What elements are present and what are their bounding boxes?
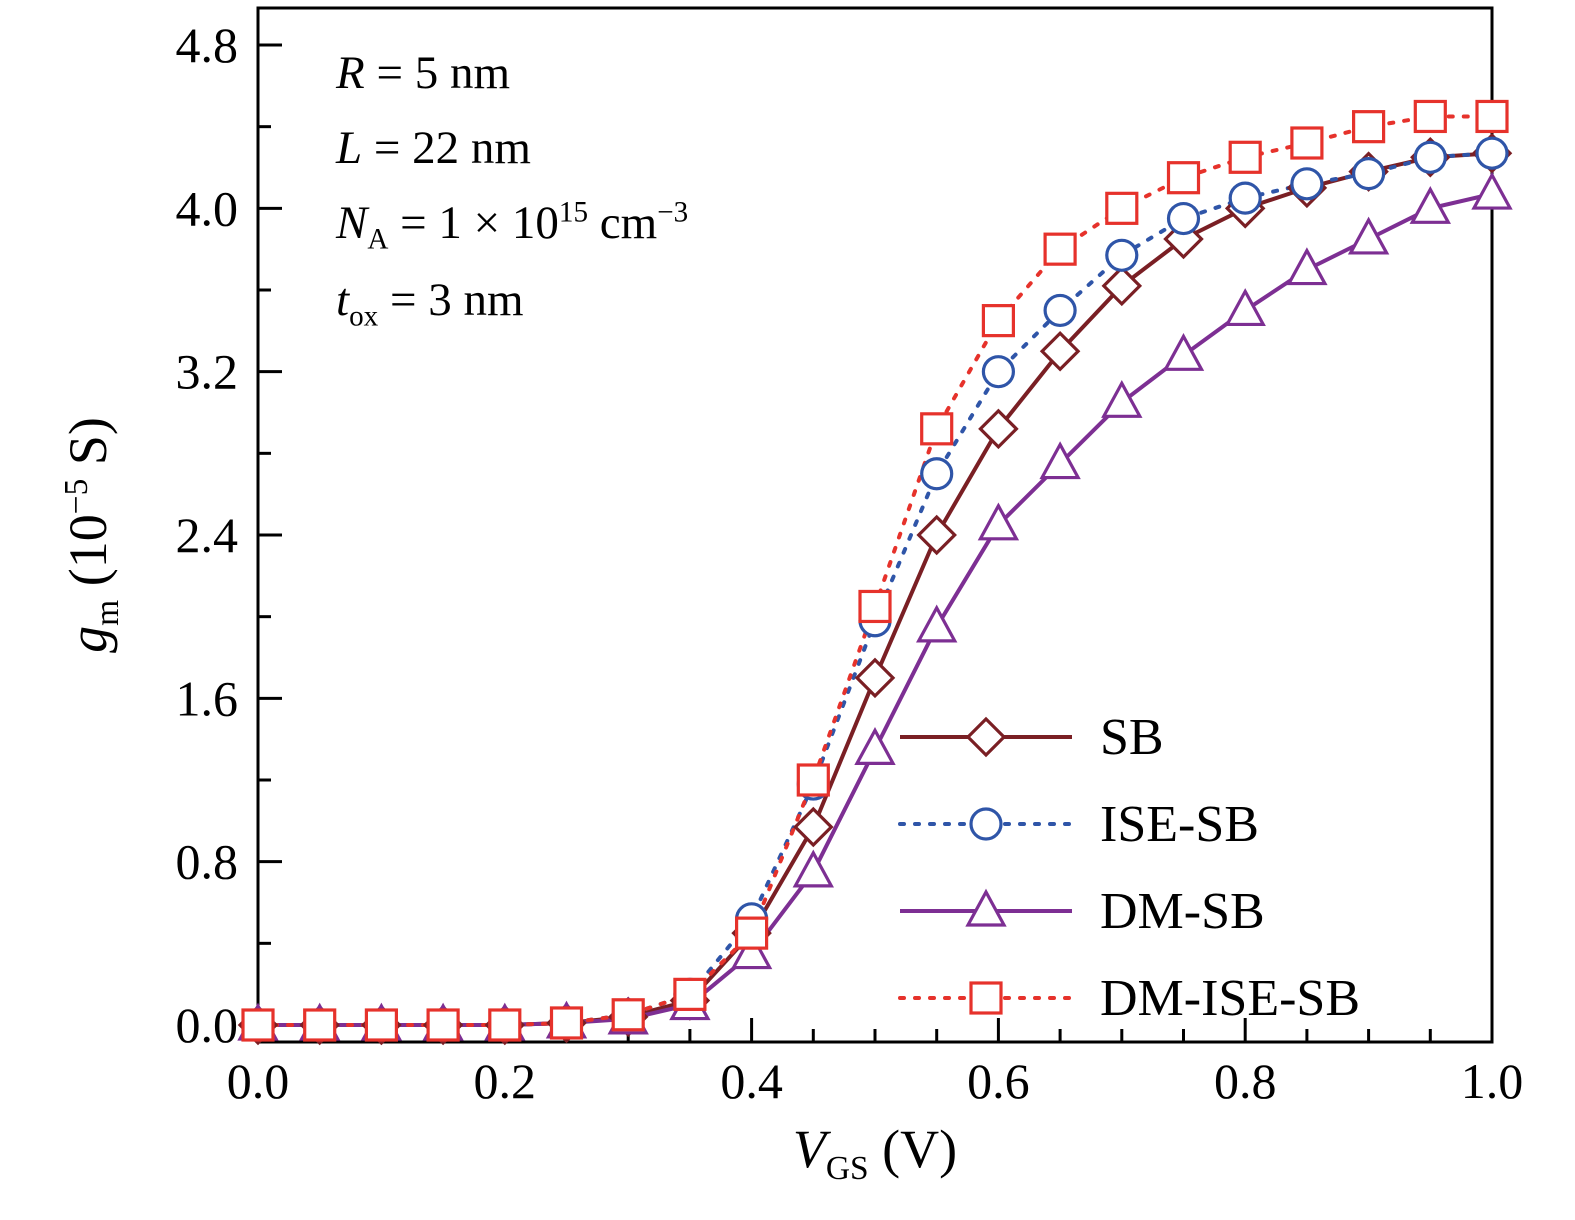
x-tick-label: 0.6 [967,1053,1030,1109]
circle-marker [1105,238,1139,272]
square-marker [611,998,645,1032]
circle-marker [981,355,1016,389]
series-markers-DM-ISE-SB [241,99,1509,1042]
square-marker [1475,99,1509,134]
y-tick-label: 0.8 [176,834,239,890]
square-marker [969,981,1003,1015]
legend-label: DM-ISE-SB [1100,970,1360,1027]
annotation-line: L = 22 nm [336,122,531,175]
square-marker [1166,161,1201,195]
triangle-marker [1286,247,1328,286]
square-marker [796,763,830,797]
x-tick-label: 0.8 [1214,1053,1277,1109]
triangle-marker [1101,379,1143,418]
legend-label: ISE-SB [1100,796,1259,853]
legend-label: DM-SB [1100,883,1265,940]
square-marker [241,1008,275,1042]
x-tick-label: 0.2 [474,1053,537,1109]
circle-marker [1475,136,1509,170]
legend-entry-DM-SB: DM-SB [900,883,1265,940]
diamond-marker [978,408,1019,450]
triangle-marker [1162,332,1205,371]
square-marker [1413,99,1447,134]
square-marker [1043,232,1077,266]
diamond-marker [854,657,896,699]
triangle-marker [1347,216,1390,255]
square-marker [673,977,707,1011]
y-tick-label: 1.6 [176,670,239,726]
circle-marker [969,807,1003,841]
square-marker [364,1008,398,1042]
square-marker [981,304,1016,338]
square-marker [734,916,769,950]
square-marker [549,1006,584,1040]
circle-marker [920,457,954,491]
triangle-marker [916,604,958,643]
legend-entry-SB: SB [900,709,1164,766]
legend-label: SB [1100,709,1164,766]
diamond-marker [965,716,1007,758]
triangle-marker [1224,288,1266,327]
y-tick-label: 3.2 [176,344,239,400]
circle-marker [1228,181,1262,215]
y-tick-label: 0.0 [176,997,239,1053]
circle-marker [1290,167,1324,201]
legend-entry-ISE-SB: ISE-SB [898,796,1259,853]
square-marker [1228,140,1262,174]
annotation-line: NA = 1 × 1015 cm−3 [336,196,689,256]
circle-marker [1043,293,1077,328]
x-tick-label: 0.0 [227,1053,290,1109]
x-tick-label: 0.4 [720,1053,783,1109]
diamond-marker [793,806,834,848]
square-marker [303,1008,337,1042]
square-marker [488,1008,522,1042]
square-marker [858,589,892,624]
annotation-line: tox = 3 nm [336,274,524,333]
y-tick-label: 4.0 [176,180,239,236]
triangle-marker [730,931,773,970]
legend: SB ISE-SB DM-SB DM-ISE-SB [898,709,1360,1027]
y-tick-label: 4.8 [176,17,239,73]
circle-marker [1413,140,1447,174]
diamond-marker [1101,265,1143,307]
triangle-marker [1471,171,1513,210]
legend-entry-DM-ISE-SB: DM-ISE-SB [898,970,1360,1027]
triangle-marker [1409,185,1451,224]
circle-marker [1166,201,1201,236]
triangle-marker [854,727,896,765]
diamond-marker [1039,330,1081,372]
annotation-line: R = 5 nm [336,47,511,99]
x-tick-label: 1.0 [1461,1053,1524,1109]
square-marker [426,1008,460,1042]
x-axis-title: VGS (V) [792,1119,958,1187]
square-marker [1290,126,1324,160]
diamond-marker [916,514,957,556]
triangle-marker [965,888,1007,927]
square-marker [1105,191,1139,225]
y-tick-label: 2.4 [176,507,239,563]
annotation-box: R = 5 nm L = 22 nm NA = 1 × 1015 cm−3 tox =… [336,36,688,340]
triangle-marker [977,502,1020,541]
square-marker [1351,110,1386,144]
triangle-marker [792,849,834,888]
diamond-marker [1163,218,1204,260]
circle-marker [1351,157,1386,191]
y-axis-title: gm (10−5 S) [58,417,126,653]
triangle-marker [1039,441,1081,480]
square-marker [920,412,954,446]
